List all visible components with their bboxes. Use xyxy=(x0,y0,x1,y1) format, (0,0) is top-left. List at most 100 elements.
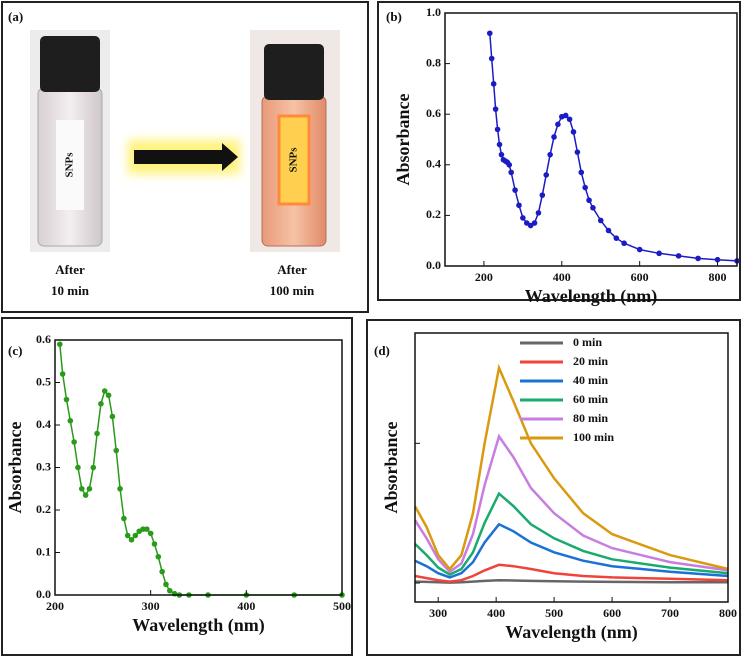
data-point xyxy=(508,169,514,176)
x-tick-label: 600 xyxy=(603,606,621,620)
y-axis-title: Absorbance xyxy=(381,421,401,513)
data-point xyxy=(94,430,100,437)
vial-tag xyxy=(277,114,311,206)
data-point xyxy=(512,187,518,193)
caption: After xyxy=(277,262,307,277)
vial-cap xyxy=(264,44,324,100)
data-point xyxy=(105,392,112,399)
data-point xyxy=(75,464,81,471)
x-tick-label: 700 xyxy=(661,606,679,620)
legend-label: 60 min xyxy=(573,392,608,406)
data-point xyxy=(582,184,588,191)
panel-frame xyxy=(377,1,741,301)
y-tick-label: 0.4 xyxy=(36,417,51,431)
y-tick-label: 0.2 xyxy=(426,207,441,221)
x-tick-label: 400 xyxy=(553,270,571,284)
x-tick-label: 500 xyxy=(333,599,351,613)
vial-tag xyxy=(56,120,84,210)
vial-tag-text: SNPs xyxy=(64,152,76,178)
data-line xyxy=(414,522,729,579)
legend-label: 40 min xyxy=(573,373,608,387)
data-point xyxy=(547,151,553,158)
x-tick-label: 600 xyxy=(631,270,649,284)
y-tick-label: 0.2 xyxy=(36,502,51,516)
x-axis-title: Wavelength (nm) xyxy=(525,286,658,307)
data-point xyxy=(132,532,139,539)
data-point xyxy=(570,129,577,135)
data-point xyxy=(675,253,682,259)
panel-a: (a) SNPs After 10 min SNPs After 100 min xyxy=(1,1,369,313)
data-point xyxy=(535,210,542,216)
data-point xyxy=(621,240,627,247)
y-tick-label: 0.0 xyxy=(426,258,441,272)
y-tick-label: 0.6 xyxy=(36,332,51,346)
data-point xyxy=(109,413,116,420)
data-point xyxy=(506,162,513,168)
arrow xyxy=(134,143,238,171)
x-tick-label: 400 xyxy=(237,599,255,613)
x-tick-label: 400 xyxy=(487,606,505,620)
x-tick-label: 300 xyxy=(429,606,447,620)
x-tick-label: 800 xyxy=(719,606,737,620)
data-point xyxy=(496,141,503,148)
data-point xyxy=(147,530,154,537)
data-point xyxy=(117,485,123,492)
panel-label: (b) xyxy=(386,9,402,24)
panel-frame xyxy=(366,319,741,656)
y-tick-label: 0.0 xyxy=(36,587,51,601)
data-point xyxy=(159,568,165,575)
data-point xyxy=(516,202,522,209)
x-axis-title: Wavelength (nm) xyxy=(132,615,265,636)
x-tick-label: 300 xyxy=(142,599,160,613)
data-point xyxy=(636,246,643,253)
x-tick-label: 500 xyxy=(545,606,563,620)
data-point xyxy=(578,169,585,176)
data-point xyxy=(140,526,146,532)
data-line xyxy=(414,563,729,583)
data-line xyxy=(414,491,729,577)
data-point xyxy=(56,341,63,348)
data-point xyxy=(574,149,581,155)
data-point xyxy=(555,121,561,128)
y-axis-title: Absorbance xyxy=(393,93,413,185)
data-line xyxy=(413,433,729,574)
data-point xyxy=(67,417,74,424)
data-point xyxy=(124,532,131,539)
data-point xyxy=(113,447,120,454)
data-point xyxy=(488,55,495,62)
x-axis-title: Wavelength (nm) xyxy=(505,622,638,643)
data-point xyxy=(163,581,169,588)
data-line xyxy=(414,578,729,584)
data-point xyxy=(101,388,108,394)
y-tick-label: 0.5 xyxy=(36,374,51,388)
y-axis-title: Absorbance xyxy=(5,421,25,513)
data-point xyxy=(494,126,501,133)
data-point xyxy=(539,192,546,198)
legend-label: 80 min xyxy=(573,411,608,425)
data-point xyxy=(90,464,97,471)
data-point xyxy=(151,541,158,547)
data-point xyxy=(562,112,569,119)
data-point xyxy=(71,439,77,445)
caption: 100 min xyxy=(270,283,315,298)
data-point xyxy=(613,235,620,241)
y-tick-label: 0.8 xyxy=(426,55,441,69)
data-point xyxy=(59,371,66,377)
x-tick-label: 800 xyxy=(709,270,727,284)
legend-label: 100 min xyxy=(573,430,614,444)
plot-frame xyxy=(414,332,729,603)
y-tick-label: 1.0 xyxy=(426,5,441,19)
legend: 0 min 20 min 40 min 60 min 80 min 100 min xyxy=(520,335,614,444)
panel-label: (d) xyxy=(374,343,390,358)
legend-label: 20 min xyxy=(573,354,608,368)
y-tick-label: 0.3 xyxy=(36,459,51,473)
legend-label: 0 min xyxy=(573,335,602,349)
data-point xyxy=(586,197,592,204)
x-tick-label: 200 xyxy=(475,270,493,284)
data-point xyxy=(167,587,173,594)
data-point xyxy=(597,217,604,224)
vial-tag-text: SNPs xyxy=(288,147,300,173)
data-point xyxy=(78,485,85,492)
data-point xyxy=(490,81,497,87)
